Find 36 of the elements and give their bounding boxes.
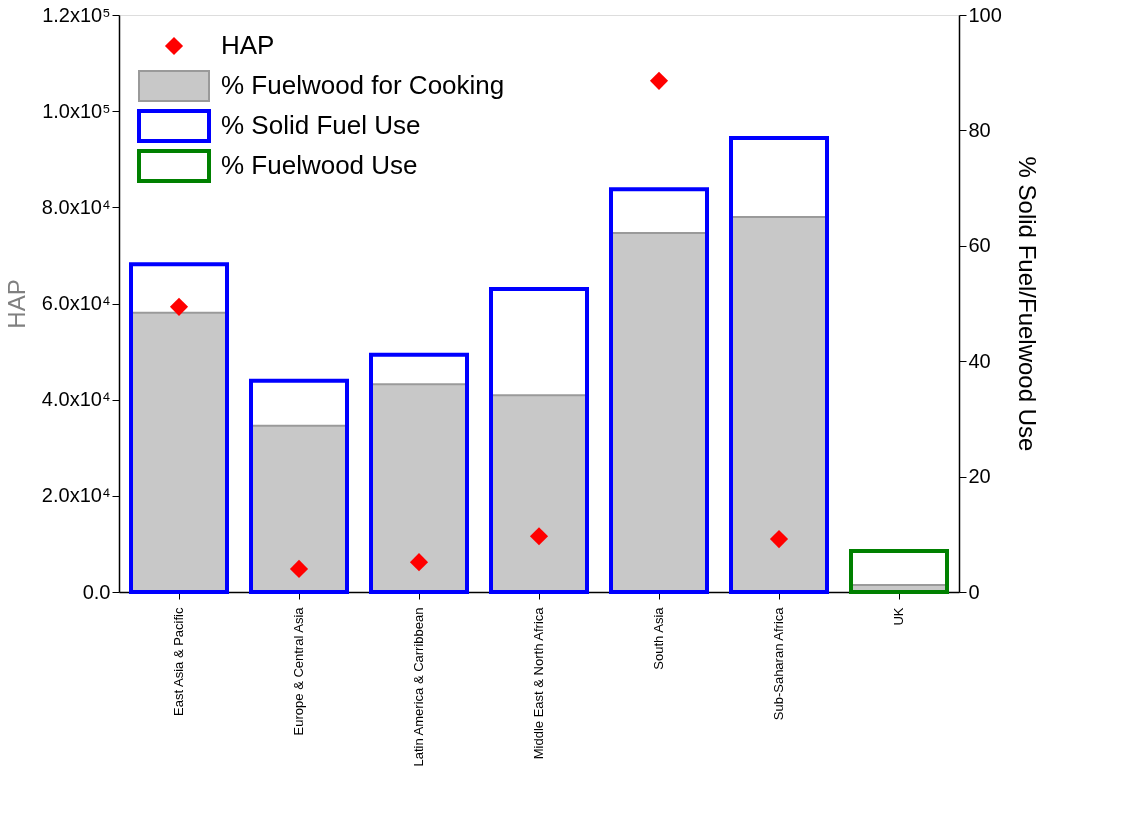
bar xyxy=(490,394,588,593)
y-tick-label: 1.0x10⁵ xyxy=(42,99,111,122)
legend-label: HAP xyxy=(221,30,275,60)
x-tick-label: East Asia & Pacific xyxy=(171,607,186,716)
point xyxy=(769,530,789,549)
point xyxy=(649,71,669,90)
y2-tick-label: 80 xyxy=(968,118,991,141)
y-tick-label: 6.0x10⁴ xyxy=(41,292,111,314)
y2-axis-title: % Solid Fuel/Fuelwood Use xyxy=(1013,156,1041,452)
legend-label: % Solid Fuel Use xyxy=(221,110,421,140)
x-tick-label: Latin America & Carribbean xyxy=(411,607,426,767)
y-tick-label: 1.2x10⁵ xyxy=(42,3,111,26)
y-tick-label: 8.0x10⁴ xyxy=(41,195,111,218)
y-axis-title: HAP xyxy=(2,279,30,329)
point xyxy=(169,297,189,316)
y-tick-label: 2.0x10⁴ xyxy=(41,484,111,507)
legend-label: % Fuelwood Use xyxy=(221,150,418,180)
y-tick-label: 0.0 xyxy=(82,580,111,603)
y-tick-label: 4.0x10⁴ xyxy=(41,388,111,411)
y2-tick-label: 100 xyxy=(968,3,1002,26)
point xyxy=(409,553,429,572)
point xyxy=(529,527,549,546)
bar xyxy=(730,215,828,593)
y2-tick-label: 60 xyxy=(968,234,991,257)
y2-tick-label: 40 xyxy=(968,349,991,372)
point xyxy=(289,559,309,578)
x-tick-label: South Asia xyxy=(651,606,666,670)
y2-tick-label: 0 xyxy=(968,580,980,603)
x-tick-label: Sub-Saharan Africa xyxy=(771,606,786,721)
bar xyxy=(130,311,228,593)
x-tick-label: UK xyxy=(891,607,906,626)
x-tick-label: Europe & Central Asia xyxy=(291,606,306,736)
bar xyxy=(250,424,348,593)
legend-label: % Fuelwood for Cooking xyxy=(221,70,505,100)
y2-tick-label: 20 xyxy=(968,465,991,488)
x-tick-label: Middle East & North Africa xyxy=(531,606,546,760)
